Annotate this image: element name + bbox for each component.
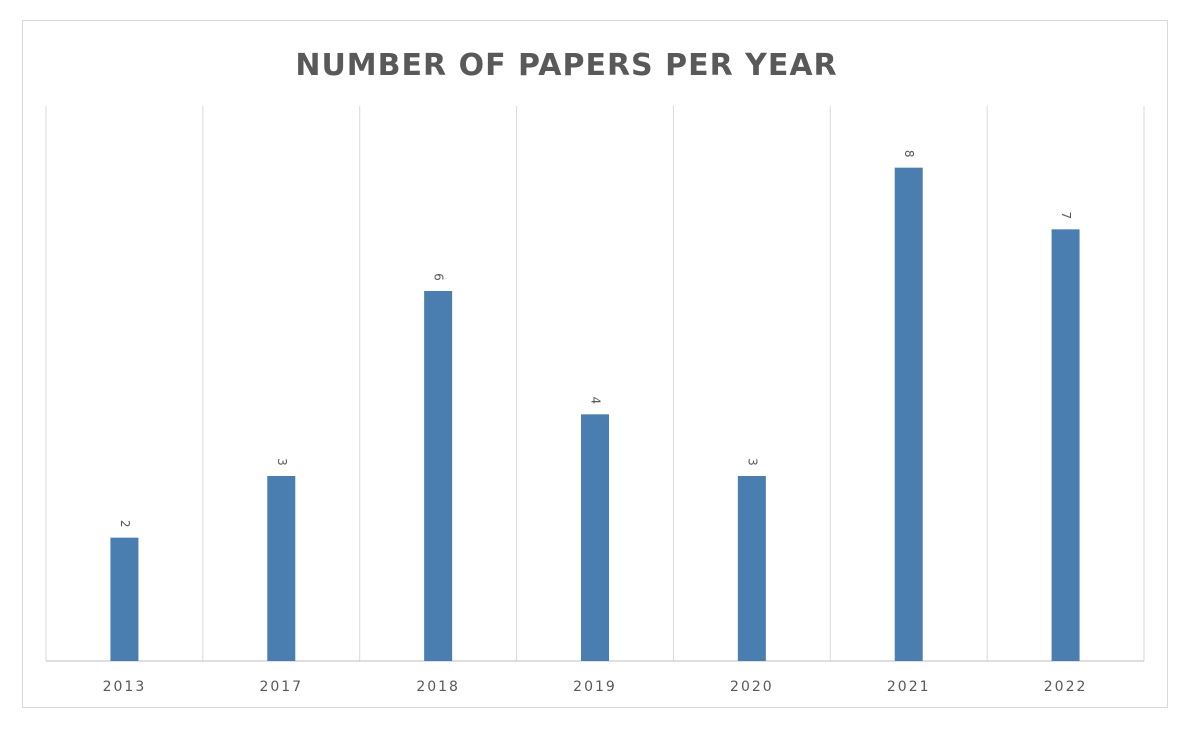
bar-2018 [424,291,453,661]
bar-2022 [1051,229,1080,662]
data-label: 4 [589,397,603,405]
x-tick-label: 2022 [1044,679,1088,695]
x-tick-label: 2019 [573,679,617,695]
x-tick-label: 2017 [259,679,303,695]
grid-lines [45,106,1145,662]
bar-2017 [267,476,296,661]
bar-2020 [737,476,766,661]
labels: 2013 2 2017 3 2018 6 2019 4 2020 3 2021 8 2022 7 [103,150,1088,695]
x-tick-label: 2021 [887,679,931,695]
x-tick-label: 2018 [416,679,460,695]
data-label: 8 [902,150,916,158]
data-label: 7 [1059,212,1073,220]
x-tick-label: 2020 [730,679,774,695]
chart-title: NUMBER OF PAPERS PER YEAR [295,48,838,83]
bar-2021 [894,167,923,661]
bar-2019 [581,414,609,661]
data-label: 2 [118,520,132,528]
data-label: 6 [432,273,446,281]
x-tick-label: 2013 [103,679,147,695]
data-label: 3 [745,458,759,466]
data-label: 3 [275,458,289,466]
bar-2013 [110,537,139,661]
bars [110,167,1080,662]
